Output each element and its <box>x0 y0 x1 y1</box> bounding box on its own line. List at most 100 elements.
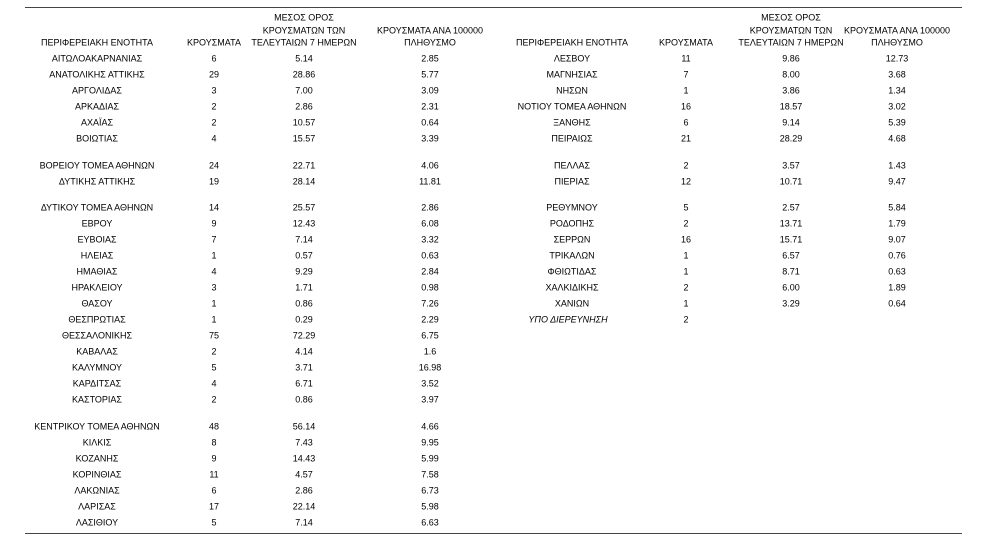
region-name: ΒΟΡΕΙΟΥ ΤΟΜΕΑ ΑΘΗΝΩΝ <box>39 160 155 170</box>
cases-per-100k: 0.64 <box>888 298 906 309</box>
seven-day-average: 1.71 <box>295 282 313 293</box>
seven-day-average: 0.29 <box>295 314 313 325</box>
seven-day-average: 15.71 <box>779 234 803 245</box>
column-header: ΚΡΟΥΣΜΑΤΑ ΑΝΑ 100000 <box>844 25 950 35</box>
cases: 1 <box>211 298 217 309</box>
seven-day-average: 9.86 <box>782 53 800 64</box>
region-name: ΦΘΙΩΤΙΔΑΣ <box>547 266 597 277</box>
cases-per-100k: 4.06 <box>421 160 439 170</box>
cases: 3 <box>211 85 217 96</box>
seven-day-average: 3.86 <box>782 85 800 96</box>
seven-day-average: 0.86 <box>295 298 313 309</box>
region-name: ΛΑΣΙΘΙΟΥ <box>75 517 119 527</box>
cases: 16 <box>680 101 692 112</box>
region-name: ΘΕΣΣΑΛΟΝΙΚΗΣ <box>61 330 133 341</box>
region-name: ΗΡΑΚΛΕΙΟΥ <box>71 282 123 293</box>
seven-day-average: 72.29 <box>292 330 316 341</box>
bottom-rule <box>25 533 962 534</box>
region-name: ΘΑΣΟΥ <box>81 298 113 309</box>
seven-day-average: 9.29 <box>295 266 313 277</box>
cases-per-100k: 4.68 <box>888 133 906 144</box>
cases-per-100k: 7.58 <box>421 469 439 479</box>
column-header: ΚΡΟΥΣΜΑΤΩΝ ΤΩΝ <box>749 25 833 35</box>
column-header: ΠΛΗΘΥΣΜΟ <box>404 37 456 48</box>
cases: 3 <box>211 282 217 293</box>
region-name: ΠΕΛΛΑΣ <box>553 160 591 170</box>
cases: 2 <box>211 117 217 128</box>
region-name: ΜΑΓΝΗΣΙΑΣ <box>546 69 598 80</box>
seven-day-average: 7.14 <box>295 517 313 527</box>
seven-day-average: 15.57 <box>292 133 316 144</box>
seven-day-average: 0.86 <box>295 394 313 405</box>
cases-per-100k: 6.75 <box>421 330 439 341</box>
seven-day-average: 7.00 <box>295 85 313 96</box>
cases: 5 <box>211 517 217 527</box>
cases-per-100k: 2.84 <box>421 266 439 277</box>
region-name: ΡΕΘΥΜΝΟΥ <box>546 202 598 213</box>
region-name: ΚΑΛΥΜΝΟΥ <box>71 362 123 373</box>
cases-per-100k: 9.07 <box>888 234 906 245</box>
seven-day-average: 5.14 <box>295 53 313 64</box>
column-header: ΤΕΛΕΥΤΑΙΩΝ 7 ΗΜΕΡΩΝ <box>738 37 844 48</box>
region-name: ΝΗΣΩΝ <box>556 85 588 96</box>
region-name: ΚΟΡΙΝΘΙΑΣ <box>72 469 122 479</box>
region-name: ΗΛΕΙΑΣ <box>80 250 114 261</box>
cases: 1 <box>211 250 217 261</box>
cases-per-100k: 3.39 <box>421 133 439 144</box>
region-name: ΝΟΤΙΟΥ ΤΟΜΕΑ ΑΘΗΝΩΝ <box>517 101 627 112</box>
cases: 2 <box>211 394 217 405</box>
region-name: ΠΙΕΡΙΑΣ <box>554 176 590 186</box>
column-header: ΜΕΣΟΣ ΟΡΟΣ <box>274 12 334 23</box>
seven-day-average: 12.43 <box>292 218 316 229</box>
cases: 2 <box>683 218 689 229</box>
region-name: ΑΝΑΤΟΛΙΚΗΣ ΑΤΤΙΚΗΣ <box>49 69 145 80</box>
cases: 7 <box>211 234 217 245</box>
region-name: ΒΟΙΩΤΙΑΣ <box>76 133 118 144</box>
cases: 4 <box>211 266 217 277</box>
cases: 4 <box>211 378 217 389</box>
region-name: ΣΕΡΡΩΝ <box>553 234 591 245</box>
region-name: ΛΑΚΩΝΙΑΣ <box>74 485 120 495</box>
cases-per-100k: 1.34 <box>888 85 906 96</box>
region-name: ΚΑΒΑΛΑΣ <box>76 346 118 357</box>
column-header: ΠΕΡΙΦΕΡΕΙΑΚΗ ΕΝΟΤΗΤΑ <box>515 37 629 48</box>
cases-per-100k: 6.08 <box>421 218 439 229</box>
region-name: ΑΙΤΩΛΟΑΚΑΡΝΑΝΙΑΣ <box>51 53 143 64</box>
region-name: ΔΥΤΙΚΗΣ ΑΤΤΙΚΗΣ <box>58 176 136 186</box>
cases: 7 <box>683 69 689 80</box>
cases: 14 <box>208 202 220 213</box>
seven-day-average: 22.71 <box>292 160 316 170</box>
cases: 24 <box>208 160 220 170</box>
cases: 5 <box>683 202 689 213</box>
seven-day-average: 28.86 <box>292 69 316 80</box>
region-name: ΞΑΝΘΗΣ <box>553 117 591 128</box>
seven-day-average: 13.71 <box>779 218 803 229</box>
region-name: ΕΥΒΟΙΑΣ <box>77 234 117 245</box>
top-rule <box>25 7 962 8</box>
cases: 19 <box>208 176 220 186</box>
region-name: ΚΕΝΤΡΙΚΟΥ ΤΟΜΕΑ ΑΘΗΝΩΝ <box>34 421 160 431</box>
cases: 6 <box>211 485 217 495</box>
region-name: ΚΙΛΚΙΣ <box>82 437 112 447</box>
seven-day-average: 6.00 <box>782 282 800 293</box>
seven-day-average: 2.86 <box>295 485 313 495</box>
cases: 11 <box>681 53 691 64</box>
cases-per-100k: 2.31 <box>421 101 439 112</box>
region-name: ΡΟΔΟΠΗΣ <box>549 218 595 229</box>
region-name: ΧΑΛΚΙΔΙΚΗΣ <box>545 282 599 293</box>
cases: 8 <box>211 437 217 447</box>
seven-day-average: 7.43 <box>295 437 313 447</box>
column-header: ΚΡΟΥΣΜΑΤΑ ΑΝΑ 100000 <box>377 25 483 35</box>
cases-per-100k: 9.95 <box>421 437 439 447</box>
cases-per-100k: 3.52 <box>421 378 439 389</box>
seven-day-average: 28.29 <box>779 133 803 144</box>
cases: 1 <box>683 266 689 277</box>
cases: 29 <box>208 69 220 80</box>
seven-day-average: 7.14 <box>295 234 313 245</box>
cases: 2 <box>683 282 689 293</box>
cases: 21 <box>680 133 692 144</box>
cases: 11 <box>209 469 219 479</box>
seven-day-average: 6.57 <box>782 250 800 261</box>
cases: 2 <box>211 101 217 112</box>
region-name: ΑΡΚΑΔΙΑΣ <box>74 101 120 112</box>
